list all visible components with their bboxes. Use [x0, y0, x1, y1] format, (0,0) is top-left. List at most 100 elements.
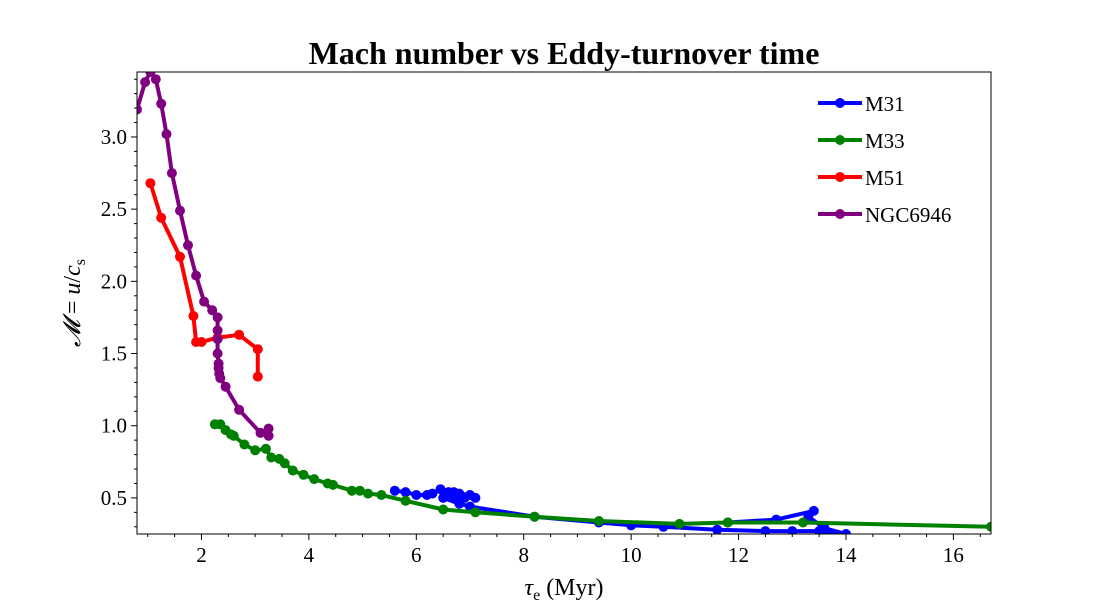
data-point-m33: [674, 518, 685, 529]
x-tick-label: 4: [304, 543, 315, 567]
y-tick-label: 3.0: [101, 125, 127, 149]
legend-marker-m33: [835, 135, 845, 145]
legend-label-m31: M31: [865, 92, 905, 116]
y-axis-label: 𝓜 = u/cs: [60, 259, 89, 347]
x-axis-label: τe (Myr): [524, 575, 603, 600]
data-point-m51: [252, 371, 263, 382]
data-point-m33: [309, 474, 320, 485]
x-tick-label: 6: [411, 543, 422, 567]
data-point-m31: [400, 487, 411, 498]
y-tick-label: 0.5: [101, 486, 127, 510]
data-point-ngc6946: [212, 325, 223, 336]
data-point-m51: [156, 212, 167, 223]
legend-marker-m31: [835, 98, 845, 108]
data-point-m33: [354, 485, 365, 496]
series-m51: [145, 178, 263, 382]
x-tick-label: 8: [518, 543, 529, 567]
y-tick-label: 1.0: [101, 414, 127, 438]
series-layer: [137, 72, 991, 534]
data-point-m51: [188, 311, 199, 321]
data-point-m31: [787, 526, 798, 534]
data-point-m31: [448, 491, 459, 502]
data-point-m33: [722, 517, 733, 528]
data-point-m33: [400, 495, 411, 506]
data-point-m31: [841, 529, 851, 534]
data-point-m33: [266, 452, 277, 463]
data-point-m51: [252, 344, 263, 355]
legend-label-m51: M51: [865, 166, 905, 190]
data-point-m31: [454, 498, 465, 509]
legend-label-m33: M33: [865, 129, 905, 153]
axis-layer: 2 4 6 8 10 12 14 16 0.5 1.0 1.5 2.0 2.5 3.0: [101, 78, 981, 567]
data-point-m33: [470, 507, 481, 518]
x-tick-label: 14: [835, 543, 857, 567]
data-point-ngc6946: [161, 129, 172, 140]
data-point-m33: [260, 443, 271, 454]
data-point-m33: [287, 465, 298, 476]
data-point-m33: [228, 430, 239, 441]
data-point-m33: [346, 485, 357, 496]
series-ngc6946: [137, 72, 274, 441]
data-point-ngc6946: [215, 373, 226, 384]
data-point-ngc6946: [212, 348, 223, 359]
plot-frame: [136, 71, 992, 535]
data-point-m33: [328, 479, 338, 490]
data-point-m51: [196, 337, 207, 347]
data-point-m33: [798, 517, 808, 528]
legend-marker-ngc6946: [835, 209, 845, 219]
data-point-ngc6946: [212, 312, 223, 323]
series-m31: [389, 484, 851, 534]
x-tick-label: 12: [728, 543, 749, 567]
data-point-ngc6946: [234, 404, 245, 415]
data-point-ngc6946: [156, 98, 167, 109]
data-point-m51: [234, 329, 245, 340]
data-point-m51: [145, 178, 156, 189]
data-point-ngc6946: [137, 104, 142, 115]
legend-marker-m51: [835, 172, 845, 182]
data-point-m33: [239, 439, 250, 450]
x-tick-label: 2: [196, 543, 207, 567]
data-point-m51: [175, 251, 185, 262]
x-tick-label: 16: [943, 543, 964, 567]
data-point-ngc6946: [140, 77, 151, 88]
data-point-m31: [470, 492, 481, 503]
data-point-m31: [808, 505, 819, 516]
data-point-m31: [435, 484, 446, 495]
series-line-ngc6946: [137, 72, 271, 438]
data-point-ngc6946: [166, 168, 177, 179]
data-point-ngc6946: [150, 74, 161, 85]
data-point-ngc6946: [255, 427, 266, 438]
data-point-m33: [376, 490, 387, 500]
y-tick-label: 2.0: [101, 269, 127, 293]
data-point-m33: [529, 511, 540, 522]
data-point-ngc6946: [207, 305, 218, 316]
data-point-ngc6946: [220, 381, 231, 392]
y-tick-label: 1.5: [101, 342, 127, 366]
data-point-m33: [438, 504, 449, 515]
data-point-ngc6946: [199, 296, 210, 307]
legend: M31 M33 M51 NGC6946: [818, 92, 951, 227]
data-point-m33: [986, 521, 991, 532]
chart-title: Mach number vs Eddy-turnover time: [309, 35, 820, 71]
series-line-m51: [148, 181, 260, 379]
data-point-ngc6946: [212, 334, 223, 345]
data-point-m31: [389, 485, 400, 496]
series-line-m33: [212, 422, 991, 529]
data-point-m31: [760, 526, 771, 534]
data-point-ngc6946: [183, 240, 193, 251]
data-point-ngc6946: [191, 270, 202, 281]
data-point-m31: [712, 524, 723, 534]
data-point-m31: [819, 523, 830, 534]
x-tick-label: 10: [621, 543, 642, 567]
data-point-m33: [279, 458, 290, 469]
y-tick-label: 2.5: [101, 197, 127, 221]
data-point-m33: [363, 488, 373, 499]
data-point-m33: [250, 445, 261, 456]
data-point-ngc6946: [263, 423, 274, 434]
data-point-m33: [593, 516, 604, 526]
legend-label-ngc6946: NGC6946: [865, 203, 951, 227]
data-point-m31: [427, 488, 438, 499]
series-m33: [209, 419, 991, 532]
